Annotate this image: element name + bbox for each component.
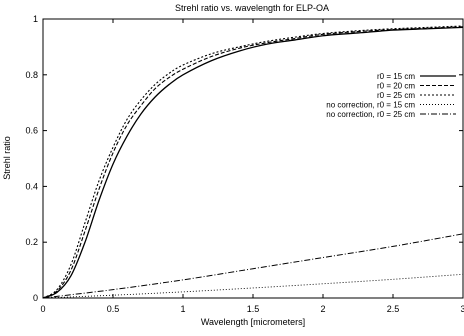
series-line-1 bbox=[42, 26, 464, 299]
x-tick-label: 1.5 bbox=[247, 304, 260, 314]
axis-ticks: 0 0.5 1 1.5 2 2.5 3 0 0.2 0.4 0.6 0.8 1 bbox=[25, 14, 464, 314]
series-line-5 bbox=[42, 233, 464, 299]
x-tick-label: 1 bbox=[180, 304, 185, 314]
x-tick-label: 3 bbox=[460, 304, 464, 314]
legend-label: no correction, r0 = 25 cm bbox=[326, 110, 415, 119]
y-tick-label: 0 bbox=[33, 293, 38, 303]
series-line-2 bbox=[42, 26, 464, 299]
legend-label: r0 = 15 cm bbox=[377, 72, 415, 81]
x-tick-label: 2 bbox=[320, 304, 325, 314]
series-line-3 bbox=[42, 25, 464, 299]
x-tick-label: 0.5 bbox=[107, 304, 120, 314]
series-lines bbox=[42, 25, 464, 299]
x-tick-label: 0 bbox=[40, 304, 45, 314]
legend-label: r0 = 20 cm bbox=[377, 82, 415, 91]
series-line-4 bbox=[42, 273, 464, 299]
y-tick-label: 0.8 bbox=[25, 70, 38, 80]
y-tick-label: 0.2 bbox=[25, 237, 38, 247]
y-tick-label: 0.6 bbox=[25, 126, 38, 136]
chart-title: Strehl ratio vs. wavelength for ELP-OA bbox=[175, 3, 329, 13]
y-tick-label: 0.4 bbox=[25, 181, 38, 191]
plot-frame bbox=[42, 18, 464, 299]
x-tick-label: 2.5 bbox=[387, 304, 400, 314]
x-axis-label: Wavelength [micrometers] bbox=[201, 317, 305, 327]
legend-label: no correction, r0 = 15 cm bbox=[326, 101, 415, 110]
legend-label: r0 = 25 cm bbox=[377, 91, 415, 100]
y-axis-label: Strehl ratio bbox=[2, 136, 12, 180]
y-tick-label: 1 bbox=[33, 14, 38, 24]
